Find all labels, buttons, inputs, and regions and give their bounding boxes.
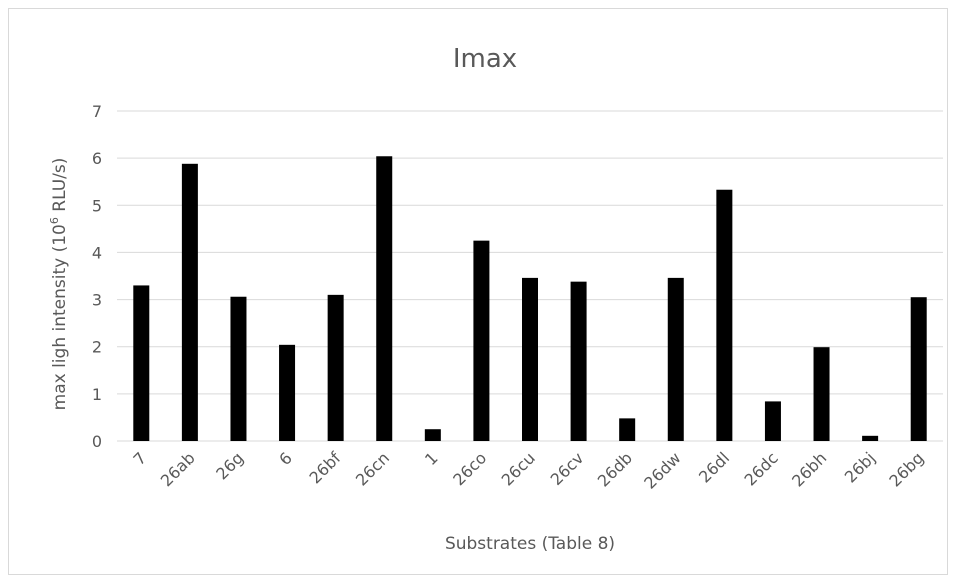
x-tick-label: 26dc	[741, 448, 782, 489]
x-tick-label: 26cv	[547, 448, 588, 489]
y-axis-title: max ligh intensity (106 RLU/s)	[48, 158, 70, 411]
bar-26co	[473, 240, 490, 441]
y-tick-label: 1	[92, 385, 102, 404]
x-tick-label: 26cn	[352, 448, 393, 489]
chart-frame: Imax 0 1 2 3 4 5 6 7 7 26ab 26g 6 26bf 26cn 1 26co 26cu…	[8, 8, 948, 575]
chart-title: Imax	[453, 44, 517, 74]
x-tick-label: 26bg	[885, 448, 927, 490]
y-axis-title-superscript: 6	[48, 217, 61, 224]
bar-26ab	[181, 163, 198, 442]
x-tick-label: 26bh	[788, 448, 830, 490]
x-tick-label: 7	[129, 448, 150, 469]
bar-26bh	[813, 347, 830, 441]
y-axis-title-main: max ligh intensity (10	[50, 224, 70, 410]
y-tick-label: 0	[92, 432, 102, 451]
y-tick-label: 3	[92, 291, 102, 310]
bar-26g	[230, 296, 247, 441]
y-tick-label: 2	[92, 338, 102, 357]
y-tick-label: 4	[92, 243, 102, 262]
bar-7	[133, 285, 150, 441]
x-tick-label: 1	[421, 448, 442, 469]
x-tick-label: 6	[275, 448, 296, 469]
x-tick-label: 26ab	[157, 448, 199, 490]
bar-1	[424, 429, 441, 441]
bar-26dw	[667, 277, 684, 441]
y-tick-label: 6	[92, 149, 102, 168]
bars	[133, 156, 927, 442]
x-tick-label: 26dl	[695, 448, 733, 486]
bar-26bj	[862, 435, 879, 441]
y-tick-labels: 0 1 2 3 4 5 6 7	[92, 102, 102, 451]
x-tick-label: 26cu	[498, 448, 539, 489]
y-tick-label: 7	[92, 102, 102, 121]
x-tick-label: 26bj	[841, 448, 879, 486]
x-tick-label: 26dw	[640, 448, 684, 492]
bar-26dc	[764, 401, 781, 441]
bar-26bf	[327, 294, 344, 441]
bar-6	[279, 344, 296, 441]
x-tick-label: 26co	[449, 448, 490, 489]
x-axis-title: Substrates (Table 8)	[445, 534, 615, 554]
x-tick-label: 26bf	[305, 448, 344, 487]
bar-26cv	[570, 281, 587, 441]
bar-chart: Imax 0 1 2 3 4 5 6 7 7 26ab 26g 6 26bf 26cn 1 26co 26cu…	[48, 44, 943, 554]
bar-26cu	[522, 277, 538, 441]
bar-26cn	[376, 156, 393, 441]
bar-26dl	[716, 189, 733, 441]
bar-26db	[619, 418, 636, 441]
x-tick-label: 26db	[594, 448, 636, 490]
y-tick-label: 5	[92, 196, 102, 215]
x-tick-label: 26g	[212, 448, 247, 483]
x-tick-labels: 7 26ab 26g 6 26bf 26cn 1 26co 26cu 26cv 26db 26dw 26…	[129, 448, 927, 493]
bar-26bg	[910, 297, 927, 441]
y-axis-title-end: RLU/s)	[50, 158, 70, 218]
